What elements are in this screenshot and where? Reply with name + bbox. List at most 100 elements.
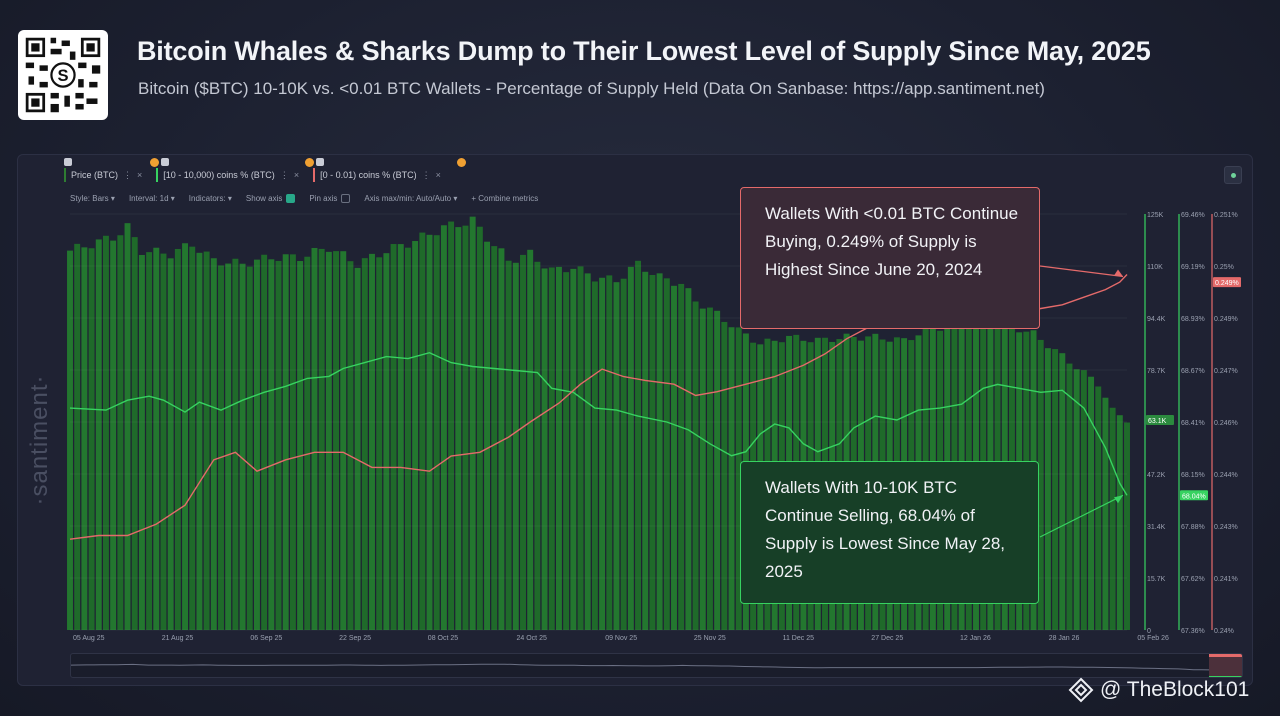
page-subtitle: Bitcoin ($BTC) 10-10K vs. <0.01 BTC Wall… <box>138 79 1045 98</box>
retail-axis-tick-label: 0.243% <box>1214 524 1238 531</box>
whale-axis-tick-label: 68.93% <box>1181 316 1205 323</box>
price-bar <box>671 285 677 630</box>
qr-code[interactable]: S <box>18 30 108 120</box>
navigator-handle-bottom[interactable] <box>1209 676 1243 678</box>
pin-axis-toggle[interactable]: Pin axis <box>309 194 351 204</box>
legend-label: [0 - 0.01) coins % (BTC) <box>320 170 417 180</box>
style-selector[interactable]: Style: Bars ▾ <box>70 194 115 204</box>
price-bar <box>599 277 606 630</box>
price-bar <box>498 248 505 630</box>
price-bar <box>685 288 692 630</box>
price-bar <box>555 266 562 630</box>
x-tick-label: 28 Jan 26 <box>1049 635 1080 642</box>
price-bar <box>728 327 735 630</box>
more-icon[interactable]: ⋮ <box>279 169 289 180</box>
price-axis-tick-label: 47.2K <box>1147 472 1166 479</box>
interval-selector[interactable]: Interval: 1d ▾ <box>128 194 175 204</box>
pin-axis-label: Pin axis <box>309 194 338 203</box>
show-axis-toggle[interactable]: Show axis <box>246 194 296 204</box>
x-tick-label: 25 Nov 25 <box>694 635 726 642</box>
price-bar <box>476 226 483 631</box>
close-icon[interactable]: × <box>137 170 143 180</box>
navigator-selection[interactable] <box>1209 654 1243 678</box>
price-axis-tick-label: 78.7K <box>1147 368 1166 375</box>
price-bar <box>505 260 512 630</box>
price-axis-tick-label: 94.4K <box>1147 316 1166 323</box>
more-icon[interactable]: ⋮ <box>123 169 132 180</box>
settings-button[interactable] <box>1224 166 1242 184</box>
price-bar <box>548 267 555 630</box>
price-bar <box>570 268 577 630</box>
price-bar <box>232 258 239 630</box>
price-bar <box>369 253 375 630</box>
retail-axis-tick-label: 0.25% <box>1214 264 1234 271</box>
price-bar <box>289 254 296 630</box>
price-bar <box>527 249 534 630</box>
price-bar <box>246 266 253 630</box>
axis-minmax-label: Axis max/min: Auto/Auto <box>364 194 452 204</box>
x-tick-label: 22 Sep 25 <box>339 635 371 642</box>
price-bar <box>534 261 541 630</box>
metric-legend: Price (BTC) ⋮ × [10 - 10,000) coins % (B… <box>60 158 467 184</box>
more-icon[interactable]: ⋮ <box>421 169 431 180</box>
navigator-handle-top[interactable] <box>1209 654 1243 657</box>
price-bar <box>361 258 368 630</box>
x-tick-label: 05 Feb 26 <box>1137 635 1169 642</box>
price-bar <box>117 235 124 630</box>
legend-item-whales[interactable]: [10 - 10,000) coins % (BTC) ⋮ × <box>150 158 303 184</box>
price-axis-tick-label: 31.4K <box>1147 524 1166 531</box>
price-bar <box>1124 422 1130 630</box>
x-tick-label: 08 Oct 25 <box>428 635 458 642</box>
price-bar <box>577 266 584 630</box>
combine-metrics-button[interactable]: + Combine metrics <box>471 194 539 204</box>
price-bar <box>448 221 455 630</box>
price-bar <box>404 247 411 630</box>
price-bar <box>520 254 526 630</box>
price-bar <box>620 278 627 630</box>
x-tick-label: 24 Oct 25 <box>517 635 547 642</box>
price-bar <box>1109 407 1116 630</box>
price-bar <box>735 327 742 630</box>
close-icon[interactable]: × <box>435 170 441 180</box>
whale-axis-tick-label: 67.88% <box>1181 524 1205 531</box>
whale-arrow-head <box>1114 495 1123 504</box>
whale-axis-tick-label: 68.67% <box>1181 368 1205 375</box>
x-tick-label: 11 Dec 25 <box>783 635 814 642</box>
price-bar <box>210 258 217 630</box>
close-icon[interactable]: × <box>293 170 300 180</box>
retail-axis-tick-label: 0.249% <box>1214 316 1238 323</box>
navigator-line <box>71 663 1210 671</box>
price-bar <box>196 252 203 630</box>
whale-arrow-line <box>1039 494 1124 538</box>
price-bar <box>239 263 246 630</box>
x-tick-label: 06 Sep 25 <box>250 635 282 642</box>
whale-axis-tick-label: 68.41% <box>1181 420 1205 427</box>
price-bar <box>642 271 649 630</box>
legend-item-retail[interactable]: [0 - 0.01) coins % (BTC) ⋮ × <box>305 158 467 184</box>
price-axis-tick-label: 0 <box>1147 628 1151 635</box>
price-bar <box>484 241 491 630</box>
price-axis-current-badge <box>1146 415 1174 426</box>
page-title: Bitcoin Whales & Sharks Dump to Their Lo… <box>137 36 1151 66</box>
axis-minmax-selector[interactable]: Axis max/min: Auto/Auto ▾ <box>364 194 458 204</box>
price-bar <box>699 308 706 630</box>
whale-axis-current-label: 68.04% <box>1182 493 1206 500</box>
navigator-preview <box>71 654 1243 678</box>
whale-axis-tick-label: 67.62% <box>1181 576 1205 583</box>
price-bar <box>1116 415 1123 630</box>
lock-icon <box>161 158 170 166</box>
price-bar <box>297 261 304 630</box>
price-bar <box>678 283 685 630</box>
price-bar <box>333 251 340 630</box>
y-axes: 0 15.7K 31.4K 47.2K 63.1K 78.7K 94.4K 110K 125K 6… <box>1144 212 1241 635</box>
timeline-navigator[interactable] <box>70 653 1243 678</box>
price-bar <box>138 254 145 630</box>
price-bar <box>512 262 519 630</box>
price-bar <box>1102 397 1109 630</box>
price-bar <box>67 250 73 630</box>
legend-item-price[interactable]: Price (BTC) ⋮ × <box>60 158 146 184</box>
price-bar <box>390 244 397 630</box>
indicators-selector[interactable]: Indicators: ▾ <box>188 194 232 204</box>
price-bar <box>74 243 81 630</box>
